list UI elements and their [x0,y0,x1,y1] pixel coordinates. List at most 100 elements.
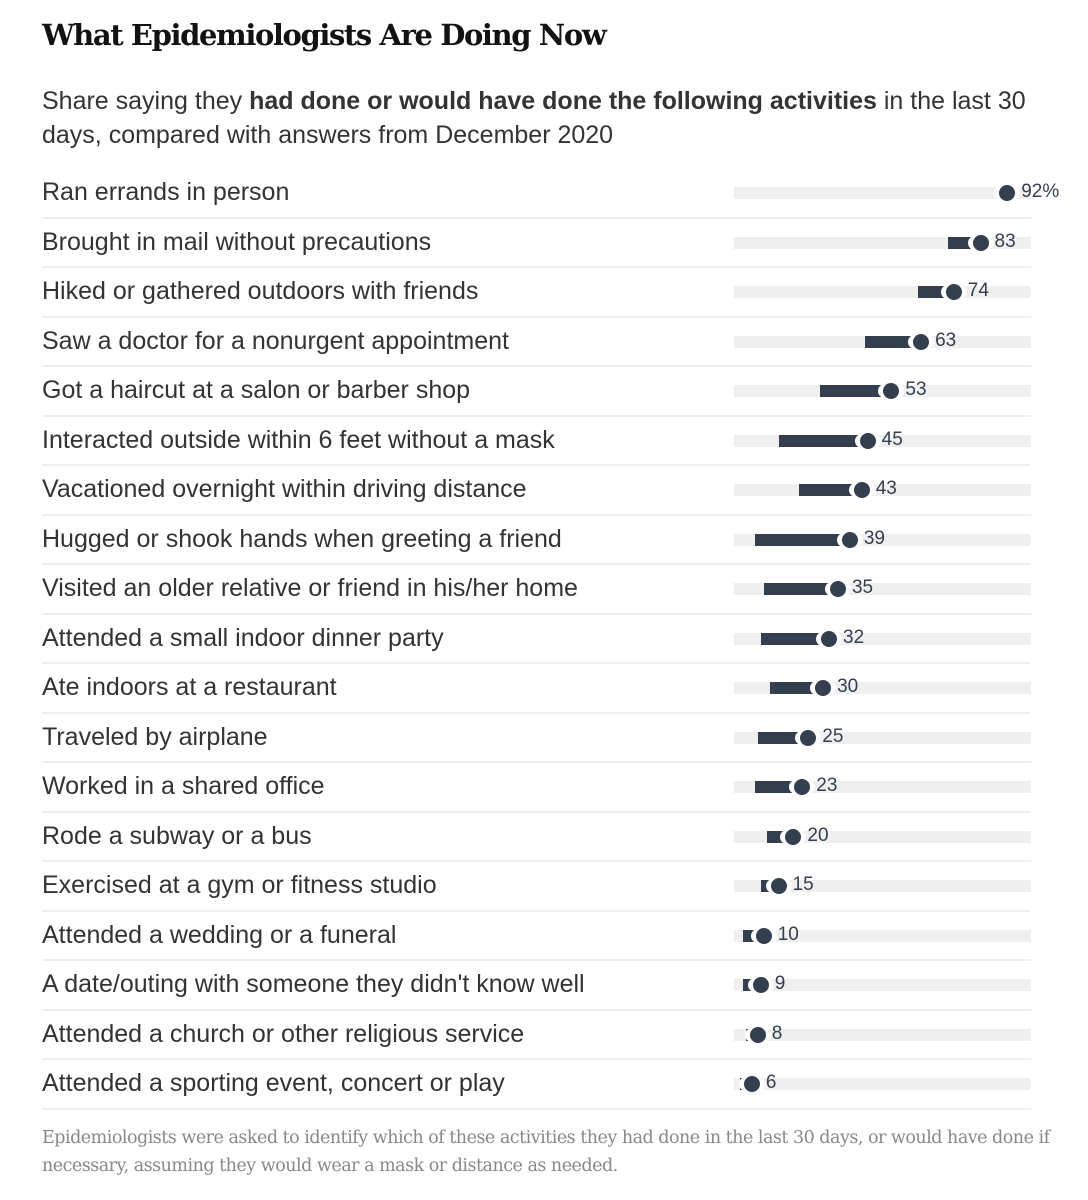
value-label: 83 [994,230,1016,252]
value-dot [768,876,789,896]
value-label: 35 [851,577,874,598]
value-label: 45 [881,428,903,450]
value-label: 20 [807,824,829,846]
value-label: 53 [905,379,927,400]
change-bar [763,583,838,595]
value-label: 8 [771,1022,783,1044]
bar-track: 74 [734,280,1031,302]
value-label: 74 [967,280,989,301]
value-dot [827,579,848,599]
chart-row: Worked in a shared office 23 [42,763,1031,813]
change-bar [754,533,850,546]
value-label: 92% [1021,181,1060,202]
bar-track: 23 [734,775,1031,797]
bar-track: 43 [734,478,1031,500]
chart-subtitle: Share saying they had done or would have… [42,84,1042,152]
bar-track: 20 [734,825,1031,847]
bar-track: 8 [734,1023,1031,1045]
chart-row: Attended a sporting event, concert or pl… [42,1060,1031,1110]
row-label: Ate indoors at a restaurant [42,673,337,701]
row-label: Interacted outside within 6 feet without… [42,425,555,454]
value-label: 10 [777,923,799,945]
row-label: Exercised at a gym or fitness studio [42,871,437,899]
row-label: Brought in mail without precautions [42,227,432,256]
bar-track: 83 [734,231,1031,253]
value-label: 30 [837,676,859,697]
bar-track: 6 [734,1072,1031,1094]
subtitle-bold: had done or would have done the followin… [249,87,877,115]
chart-row: Rode a subway or a bus 20 [42,813,1031,862]
row-label: Worked in a shared office [42,772,325,800]
value-dot [970,232,991,253]
bar-track: 92% [734,181,1059,203]
chart-row: Got a haircut at a salon or barber shop 5… [42,367,1031,417]
bar-track: 39 [734,528,1031,550]
value-dot [750,975,771,995]
chart-row: A date/outing with someone they didn't k… [42,961,1031,1011]
value-dot [839,529,860,550]
row-label: Visited an older relative or friend in h… [42,574,578,602]
row-label: Attended a sporting event, concert or pl… [42,1069,505,1097]
value-dot [997,183,1018,203]
value-dot [819,628,840,649]
chart-title: What Epidemiologists Are Doing Now [42,18,607,52]
value-label: 43 [875,478,897,499]
value-label: 39 [863,527,885,549]
value-dot [881,381,902,401]
change-bar [799,484,862,496]
value-dot [798,727,819,748]
value-dot [943,282,964,302]
change-bar [864,335,922,348]
row-label: A date/outing with someone they didn't k… [42,970,585,998]
value-dot [753,925,774,946]
bar-track: 9 [734,973,1031,995]
chart-note: Epidemiologists were asked to identify w… [42,1128,1050,1176]
value-label: 6 [765,1072,777,1093]
change-bar [760,632,830,645]
chart-row: Attended a church or other religious ser… [42,1011,1031,1060]
value-label: 23 [816,775,838,796]
row-label: Attended a small indoor dinner party [42,623,444,652]
change-bar [820,385,892,397]
chart-row: Interacted outside within 6 feet without… [42,417,1031,466]
chart-row: Hiked or gathered outdoors with friends 7… [42,268,1031,318]
chart-row: Hugged or shook hands when greeting a fr… [42,516,1031,565]
chart-row: Saw a doctor for a nonurgent appointment… [42,318,1031,367]
row-label: Vacationed overnight within driving dist… [42,475,527,503]
row-label: Ran errands in person [42,178,290,206]
subtitle-pre: Share saying they [42,87,250,115]
row-label: Hiked or gathered outdoors with friends [42,277,479,305]
chart-row: Traveled by airplane 25 [42,714,1031,763]
chart-row: Ate indoors at a restaurant 30 [42,664,1031,714]
value-label: 25 [822,725,844,747]
subtitle-post: in the last 30 days, compared with answe… [42,87,1026,149]
value-dot [851,480,872,500]
chart-row: Attended a small indoor dinner party 32 [42,615,1031,664]
value-label: 32 [843,626,865,648]
bar-track: 53 [734,379,1031,401]
value-label: 9 [774,973,786,994]
value-label: 15 [792,874,814,895]
chart-row: Ran errands in person 92% [42,169,1059,219]
bar-track: 32 [734,627,1031,649]
value-dot [813,678,834,698]
row-label: Attended a wedding or a funeral [42,920,397,949]
chart-row: Vacationed overnight within driving dist… [42,466,1031,516]
chart-row: Attended a wedding or a funeral 10 [42,912,1031,961]
value-dot [741,1074,762,1094]
bar-track: 30 [734,676,1031,698]
bar-track: 15 [734,874,1031,896]
chart-row: Brought in mail without precautions 83 [42,219,1031,268]
value-dot [911,331,932,352]
row-label: Saw a doctor for a nonurgent appointment [42,326,509,355]
row-label: Got a haircut at a salon or barber shop [42,376,471,404]
value-dot [747,1024,768,1045]
change-bar [778,434,868,447]
bar-track: 10 [734,924,1031,946]
bar-track: 35 [734,577,1031,599]
chart-row: Visited an older relative or friend in h… [42,565,1031,615]
bar-track: 25 [734,726,1031,748]
row-label: Hugged or shook hands when greeting a fr… [42,524,562,553]
bar-track: 45 [734,429,1031,451]
value-dot [783,826,804,847]
